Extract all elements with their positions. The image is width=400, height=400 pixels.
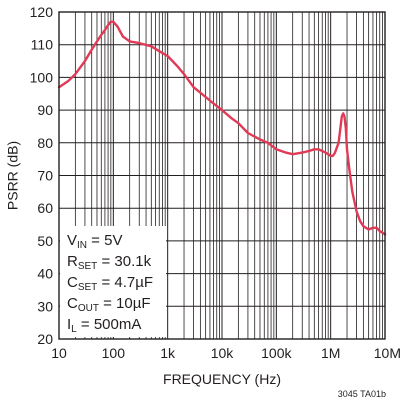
y-tick-label: 120 bbox=[30, 4, 54, 20]
test-conditions: VIN = 5V RSET = 30.1k CSET = 4.7µF COUT = 1… bbox=[67, 232, 153, 335]
y-tick-label: 90 bbox=[37, 102, 53, 118]
y-tick-label: 40 bbox=[37, 266, 53, 282]
y-tick-label: 50 bbox=[37, 233, 53, 249]
conditions-box bbox=[60, 226, 166, 337]
x-tick-label: 1M bbox=[321, 345, 340, 361]
figure-id: 3045 TA01b bbox=[338, 389, 386, 399]
x-tick-label: 10M bbox=[374, 345, 400, 361]
x-tick-label: 10 bbox=[51, 345, 67, 361]
curve-layer bbox=[57, 20, 387, 236]
y-tick-label: 20 bbox=[37, 331, 53, 347]
y-tick-label: 30 bbox=[37, 298, 53, 314]
x-tick-label: 100 bbox=[102, 345, 126, 361]
condition-line: IL = 500mA bbox=[67, 316, 141, 335]
y-tick-label: 60 bbox=[37, 200, 53, 216]
x-tick-label: 1k bbox=[160, 345, 176, 361]
y-axis-label: PSRR (dB) bbox=[5, 141, 21, 210]
plot-frame bbox=[58, 11, 386, 340]
y-tick-labels: 20 30 40 50 60 70 80 90 100 110 120 bbox=[30, 4, 54, 347]
psrr-curve bbox=[57, 20, 387, 236]
y-tick-label: 80 bbox=[37, 135, 53, 151]
condition-line: VIN = 5V bbox=[67, 232, 122, 251]
x-tick-labels: 10 100 1k 10k 100k 1M 10M bbox=[51, 345, 400, 361]
x-axis-label: FREQUENCY (Hz) bbox=[163, 371, 281, 387]
y-tick-label: 110 bbox=[31, 37, 54, 53]
y-tick-label: 70 bbox=[37, 168, 53, 184]
condition-line: COUT = 10µF bbox=[67, 295, 151, 314]
x-tick-label: 100k bbox=[261, 345, 292, 361]
plot-border bbox=[58, 11, 386, 340]
y-tick-label: 100 bbox=[30, 69, 54, 85]
condition-line: RSET = 30.1k bbox=[67, 253, 152, 272]
condition-line: CSET = 4.7µF bbox=[67, 274, 153, 293]
x-tick-label: 10k bbox=[211, 345, 235, 361]
